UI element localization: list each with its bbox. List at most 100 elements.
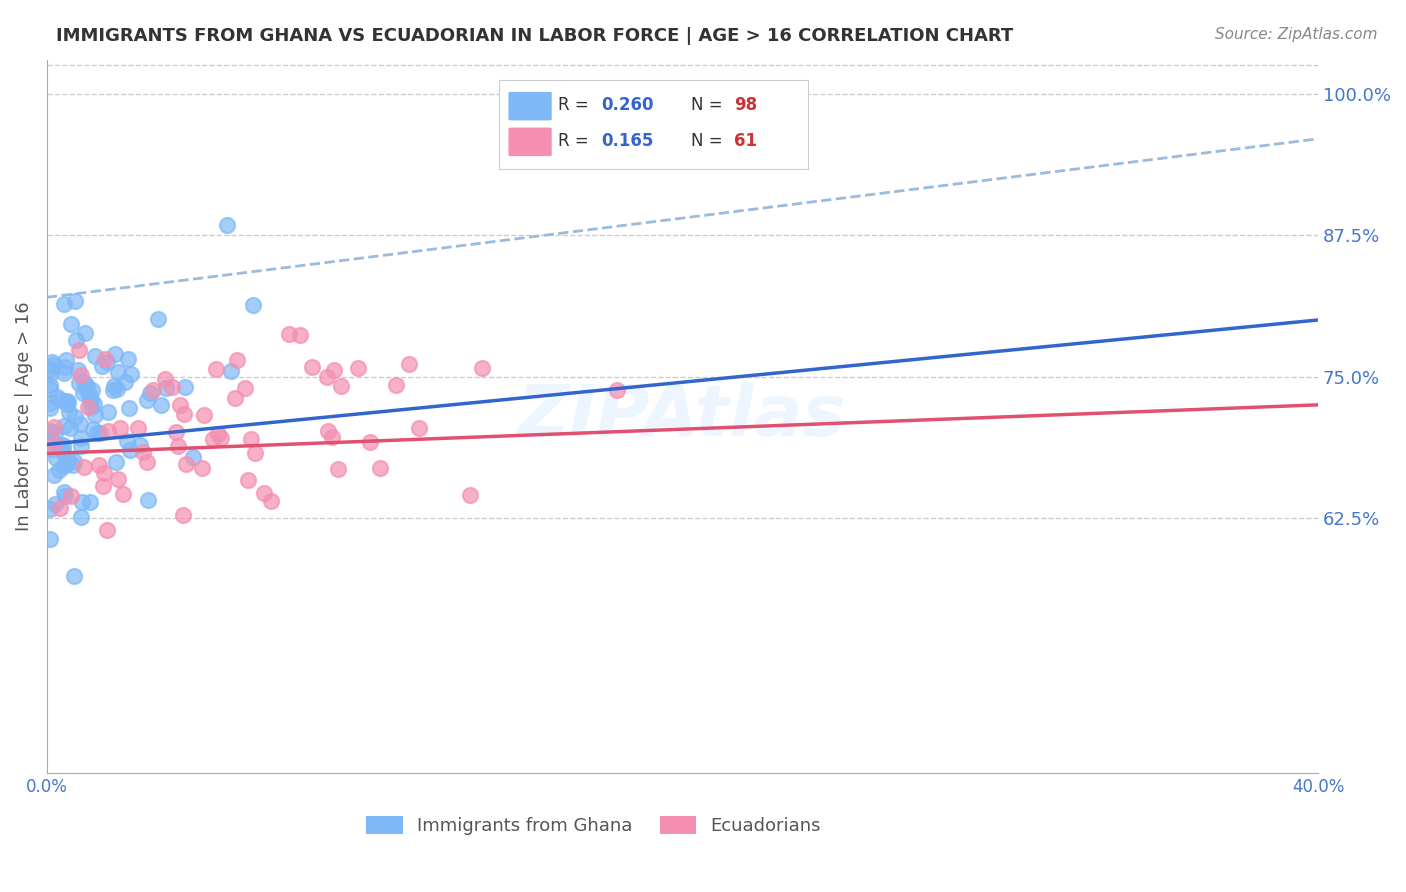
Point	[165, 425, 187, 439]
Point	[107, 365, 129, 379]
Point	[39, 378, 62, 392]
Point	[138, 386, 160, 401]
Point	[260, 493, 283, 508]
Point	[83, 397, 105, 411]
Point	[52, 297, 75, 311]
Point	[59, 421, 82, 435]
Text: ZIPAtlas: ZIPAtlas	[519, 382, 846, 450]
Point	[160, 379, 183, 393]
Point	[70, 494, 93, 508]
Point	[73, 375, 96, 389]
Point	[93, 467, 115, 481]
Point	[236, 473, 259, 487]
Point	[65, 334, 87, 348]
Point	[53, 419, 76, 434]
Point	[73, 326, 96, 341]
Point	[318, 424, 340, 438]
Point	[172, 508, 194, 522]
Point	[41, 355, 63, 369]
Legend: Immigrants from Ghana, Ecuadorians: Immigrants from Ghana, Ecuadorians	[367, 815, 821, 835]
Point	[62, 458, 84, 472]
Point	[62, 568, 84, 582]
Point	[155, 381, 177, 395]
Point	[39, 442, 62, 456]
Point	[96, 424, 118, 438]
Point	[52, 443, 75, 458]
Point	[70, 439, 93, 453]
Point	[329, 379, 352, 393]
Point	[39, 425, 62, 439]
Point	[136, 455, 159, 469]
Point	[127, 421, 149, 435]
Point	[191, 461, 214, 475]
Point	[398, 357, 420, 371]
FancyBboxPatch shape	[509, 128, 551, 156]
Point	[104, 454, 127, 468]
Point	[69, 417, 91, 431]
Point	[103, 378, 125, 392]
Point	[112, 487, 135, 501]
Text: 0.165: 0.165	[602, 132, 654, 150]
Point	[39, 382, 62, 396]
Point	[606, 383, 628, 397]
Point	[359, 434, 381, 449]
Text: 61: 61	[734, 132, 758, 150]
Point	[316, 370, 339, 384]
Text: 0.260: 0.260	[602, 96, 654, 114]
Point	[39, 424, 62, 438]
Point	[39, 361, 62, 376]
Point	[66, 363, 89, 377]
Point	[56, 397, 79, 411]
Point	[253, 485, 276, 500]
Point	[42, 420, 65, 434]
Text: IMMIGRANTS FROM GHANA VS ECUADORIAN IN LABOR FORCE | AGE > 16 CORRELATION CHART: IMMIGRANTS FROM GHANA VS ECUADORIAN IN L…	[56, 27, 1014, 45]
Point	[323, 363, 346, 377]
Point	[84, 408, 107, 422]
Point	[80, 383, 103, 397]
Point	[55, 393, 77, 408]
Point	[288, 327, 311, 342]
Point	[82, 422, 104, 436]
Point	[215, 219, 238, 233]
Point	[39, 532, 62, 546]
Point	[69, 368, 91, 382]
Point	[224, 391, 246, 405]
Point	[104, 347, 127, 361]
Point	[77, 401, 100, 415]
Point	[70, 510, 93, 524]
Point	[91, 359, 114, 373]
Point	[328, 461, 350, 475]
Point	[117, 352, 139, 367]
FancyBboxPatch shape	[509, 92, 551, 120]
Point	[53, 359, 76, 374]
Point	[105, 382, 128, 396]
Point	[408, 421, 430, 435]
Point	[48, 463, 70, 477]
Point	[45, 451, 67, 466]
Point	[69, 376, 91, 390]
Point	[44, 467, 66, 482]
Point	[53, 458, 76, 473]
Point	[226, 353, 249, 368]
Point	[460, 488, 482, 502]
Point	[94, 352, 117, 367]
Text: R =: R =	[558, 132, 593, 150]
Point	[97, 405, 120, 419]
Text: R =: R =	[558, 96, 593, 114]
Text: Source: ZipAtlas.com: Source: ZipAtlas.com	[1215, 27, 1378, 42]
Point	[114, 375, 136, 389]
Point	[79, 495, 101, 509]
Point	[59, 318, 82, 332]
Point	[96, 355, 118, 369]
Point	[80, 393, 103, 408]
Point	[209, 431, 232, 445]
Point	[49, 501, 72, 516]
Point	[142, 384, 165, 398]
Point	[46, 390, 69, 404]
Point	[240, 432, 263, 446]
Point	[471, 360, 494, 375]
Point	[63, 454, 86, 468]
Point	[70, 430, 93, 444]
Point	[277, 326, 299, 341]
Point	[91, 479, 114, 493]
